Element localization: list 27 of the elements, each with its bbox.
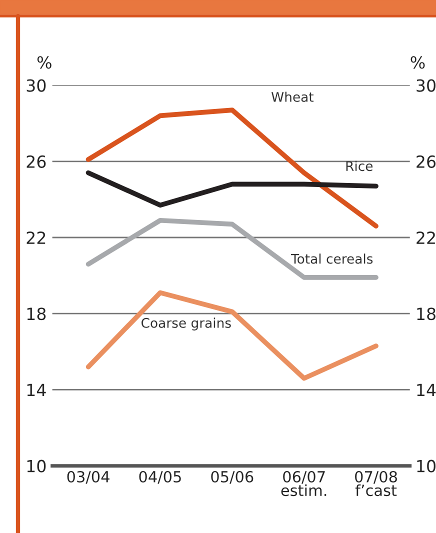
x-tick-label: 07/08 f’cast [355,470,397,496]
line-series [86,218,378,280]
x-tick-label: 04/05 [139,470,181,484]
text: Wheat [271,92,314,102]
line-series [86,290,378,381]
y-tick-label: 30 [26,79,46,92]
x-tick-label: 05/06 [211,470,254,484]
y2-tick-label: 14 [417,384,436,396]
x-tick-label: 06/07 estim. [281,470,326,496]
x-tick-label: 03/04 [67,470,110,484]
series-label: Total cereals [290,254,373,264]
y2-axis-title: % [410,56,425,69]
y-tick-label: 10 [27,460,46,472]
y-axis-title: % [37,56,52,69]
series-label: Coarse grains [142,318,231,330]
line-series [86,170,378,208]
y-tick-label: 26 [26,155,46,168]
line-series [86,108,378,229]
y2-tick-label: 18 [417,308,436,320]
y2-tick-label: 10 [417,460,436,472]
y-tick-label: 18 [27,308,46,320]
y2-tick-label: 22 [416,231,435,244]
series-label: Rice [346,160,373,172]
y2-tick-label: 26 [416,155,436,168]
y2-tick-label: 30 [416,79,436,92]
y-tick-label: 14 [27,384,46,396]
y-tick-label: 22 [26,231,46,244]
